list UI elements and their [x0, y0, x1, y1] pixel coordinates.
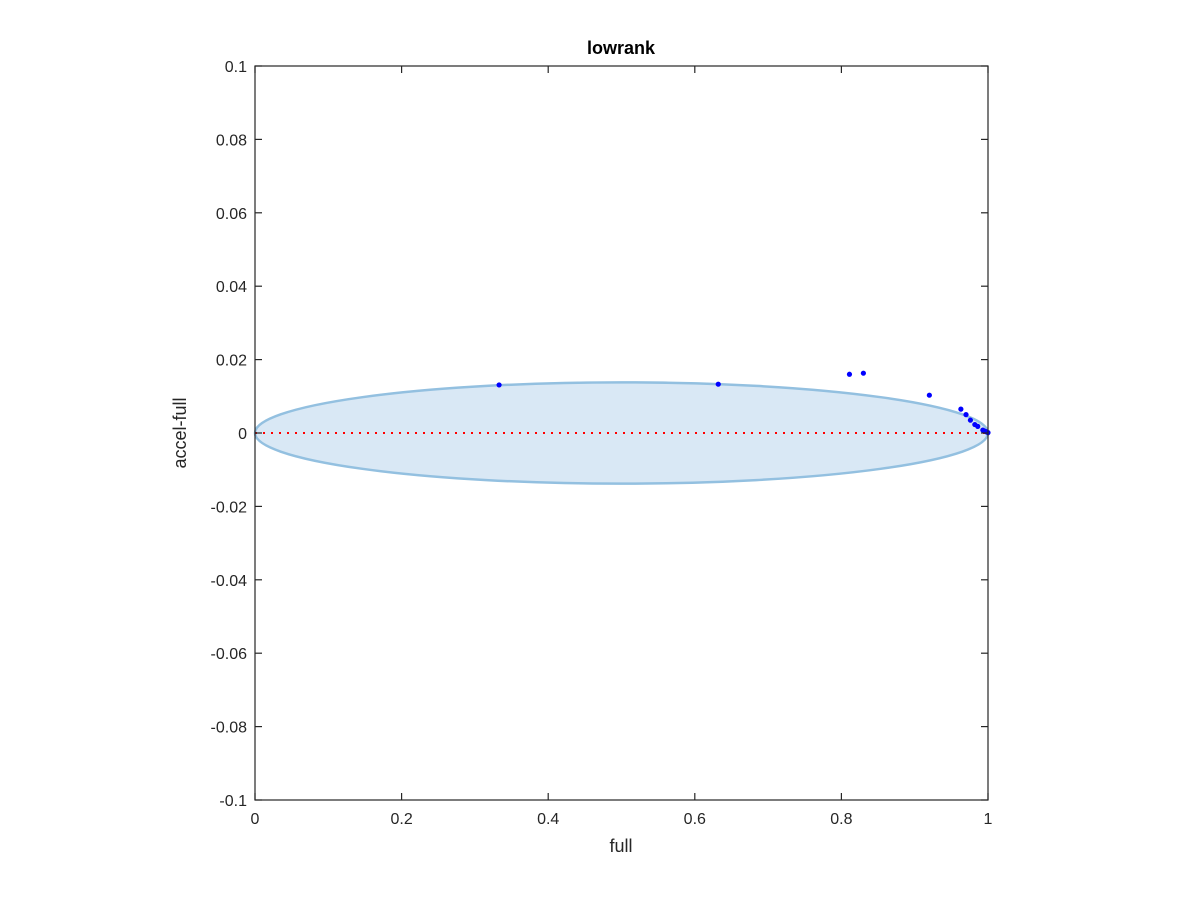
y-tick-label: 0.08: [216, 132, 247, 149]
y-tick-label: -0.06: [211, 646, 248, 663]
confidence-ellipse: [253, 381, 990, 485]
data-point: [958, 406, 964, 412]
data-point: [967, 417, 974, 423]
data-point: [963, 412, 969, 418]
y-tick-label: -0.02: [211, 499, 248, 516]
x-tick-label: 0.6: [684, 811, 706, 828]
x-tick-label: 1: [984, 811, 993, 828]
x-axis-label: full: [609, 836, 632, 856]
axes: 0 0.2 0.4 0.6 0.8 1 0.1 0.08 0.06 0.04 0.02 0 -0.02 -…: [211, 59, 993, 828]
y-tick-label: -0.08: [211, 720, 248, 737]
data-point: [846, 371, 853, 377]
x-tick-label: 0: [251, 811, 260, 828]
y-tick-label: 0.1: [225, 59, 247, 76]
chart-title: lowrank: [587, 38, 656, 58]
y-axis-label: accel-full: [170, 397, 190, 468]
data-point: [860, 370, 866, 376]
y-tick-label: 0: [238, 426, 247, 443]
y-tick-label: 0.02: [216, 353, 247, 370]
data-point: [715, 381, 721, 387]
data-point: [496, 382, 502, 388]
y-tick-label: -0.1: [219, 793, 247, 810]
x-tick-label: 0.2: [390, 811, 412, 828]
y-tick-label: 0.06: [216, 206, 247, 223]
data-point: [975, 423, 981, 429]
y-tick-label: 0.04: [216, 279, 247, 296]
x-tick-label: 0.8: [830, 811, 852, 828]
data-point: [926, 392, 932, 398]
y-tick-label: -0.04: [211, 573, 248, 590]
x-tick-label: 0.4: [537, 811, 559, 828]
